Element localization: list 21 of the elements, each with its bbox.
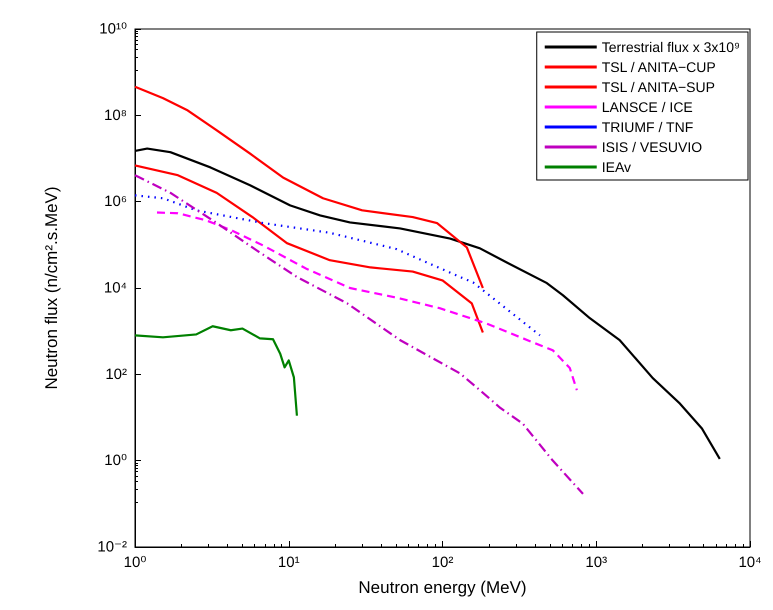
legend-label: LANSCE / ICE: [602, 99, 693, 115]
legend-label: ISIS / VESUVIO: [602, 139, 702, 155]
x-tick-label: 10²: [432, 554, 454, 571]
x-tick-label: 10¹: [278, 554, 300, 571]
x-tick-label: 10⁰: [124, 554, 146, 571]
legend-label: IEAv: [602, 159, 632, 175]
x-axis-title: Neutron energy (MeV): [358, 578, 527, 597]
legend-label: TSL / ANITA−CUP: [602, 59, 716, 75]
y-tick-label: 10⁰: [104, 452, 127, 470]
x-tick-label: 10³: [585, 554, 608, 571]
y-tick-label: 10⁴: [104, 280, 127, 296]
y-tick-label: 10⁶: [104, 193, 127, 210]
legend-label: TRIUMF / TNF: [602, 119, 694, 135]
y-tick-label: 10⁻²: [97, 538, 127, 556]
legend-label: TSL / ANITA−SUP: [602, 79, 715, 95]
y-axis-title: Neutron flux (n/cm².s.MeV): [42, 186, 61, 390]
y-tick-label: 10¹⁰: [99, 20, 127, 38]
y-tick-label: 10²: [105, 366, 127, 383]
x-tick-label: 10⁴: [738, 554, 762, 571]
y-tick-label: 10⁸: [104, 106, 127, 124]
legend-label: Terrestrial flux x 3x10⁹: [602, 39, 740, 55]
